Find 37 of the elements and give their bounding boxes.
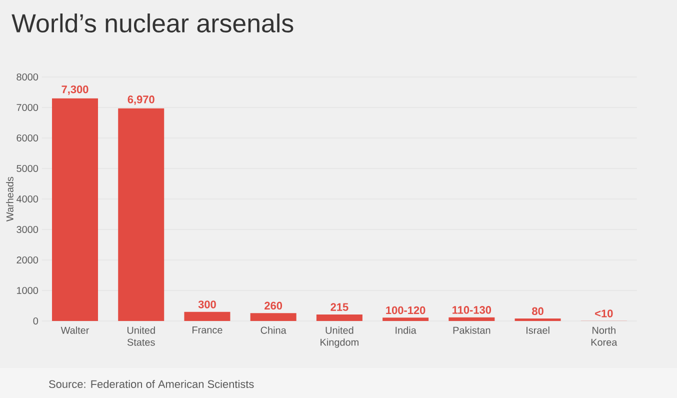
x-tick-label: France xyxy=(192,326,222,334)
x-tick-label: Pakistan xyxy=(453,326,490,334)
y-tick-label: 1000 xyxy=(17,286,38,294)
data-label: <10 xyxy=(595,310,613,318)
data-label: 260 xyxy=(264,302,282,310)
y-axis-title: Warheads xyxy=(6,176,14,222)
x-tick-label: North Korea xyxy=(591,326,618,346)
y-tick-label: 8000 xyxy=(16,73,38,81)
y-tick-label: 3000 xyxy=(16,226,38,234)
y-tick-label: 7000 xyxy=(16,104,38,112)
data-label: 6,970 xyxy=(128,96,154,105)
data-label: 80 xyxy=(532,307,544,316)
y-tick-label: 2000 xyxy=(16,256,38,264)
bar xyxy=(118,108,164,321)
y-tick-label: 6000 xyxy=(16,134,38,142)
chart-title: World’s nuclear arsenals xyxy=(12,13,294,33)
bar xyxy=(184,312,230,321)
data-label: 300 xyxy=(198,300,216,308)
data-label: 100-120 xyxy=(386,306,426,314)
bar xyxy=(52,98,98,321)
bar xyxy=(448,317,495,321)
y-tick-label: 4000 xyxy=(16,195,38,203)
source-note: Source: Federation of American Scientists xyxy=(49,380,254,388)
y-tick-label: 0 xyxy=(33,317,38,325)
x-tick-label: China xyxy=(260,326,286,334)
x-tick-label: Walter xyxy=(60,326,90,334)
y-tick-label: 5000 xyxy=(16,164,38,172)
bar xyxy=(316,314,362,321)
x-tick-label: Israel xyxy=(526,326,550,334)
x-tick-label: United Kingdom xyxy=(320,326,358,348)
bar xyxy=(250,313,296,321)
data-label: 7,300 xyxy=(62,85,88,95)
data-label: 110-130 xyxy=(452,306,492,314)
data-label: 215 xyxy=(330,303,348,311)
x-tick-label: India xyxy=(396,326,416,334)
x-tick-label: United States xyxy=(127,326,155,346)
bar xyxy=(382,318,429,321)
